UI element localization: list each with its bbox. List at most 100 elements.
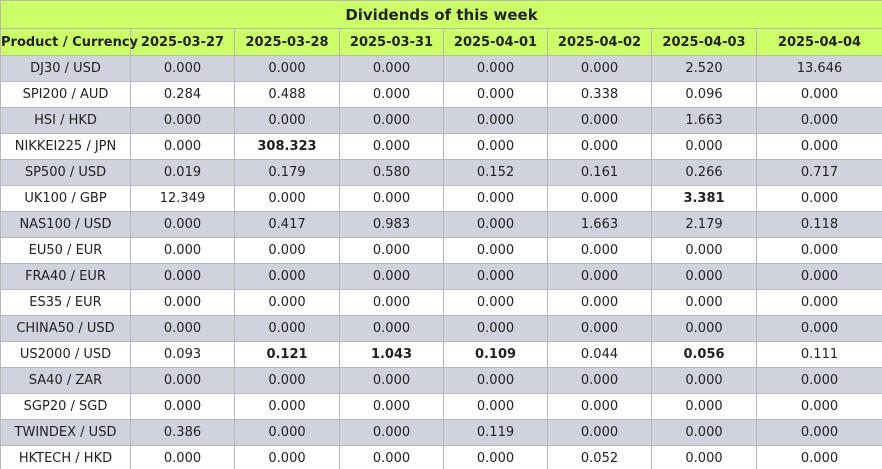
dividend-value-cell: 0.161: [547, 159, 652, 186]
column-header-date: 2025-04-03: [651, 28, 757, 56]
dividend-value-cell: 0.000: [234, 107, 340, 134]
table-body: DJ30 / USD 0.000 0.000 0.000 0.000 0.000 2.520…: [0, 55, 882, 469]
table-row: SA40 / ZAR 0.000 0.000 0.000 0.000 0.000 0.000…: [0, 367, 882, 394]
product-cell: SA40 / ZAR: [0, 367, 131, 394]
dividend-value-cell: 0.000: [130, 393, 235, 420]
dividend-value-cell: 0.000: [234, 185, 340, 212]
dividend-value-cell: 0.000: [547, 315, 652, 342]
dividend-value-cell: 0.000: [756, 367, 882, 394]
dividend-value-cell: 0.121: [234, 341, 340, 368]
dividend-value-cell: 0.000: [130, 133, 235, 160]
product-cell: HSI / HKD: [0, 107, 131, 134]
column-header-date: 2025-04-04: [756, 28, 882, 56]
dividend-value-cell: 0.056: [651, 341, 757, 368]
dividend-value-cell: 0.000: [130, 107, 235, 134]
dividend-value-cell: 0.000: [547, 237, 652, 264]
product-cell: SP500 / USD: [0, 159, 131, 186]
dividend-value-cell: 0.717: [756, 159, 882, 186]
dividend-value-cell: 0.019: [130, 159, 235, 186]
dividend-value-cell: 0.000: [756, 289, 882, 316]
product-cell: ES35 / EUR: [0, 289, 131, 316]
dividend-value-cell: 0.000: [443, 185, 548, 212]
dividend-value-cell: 0.000: [756, 237, 882, 264]
dividend-value-cell: 0.000: [547, 133, 652, 160]
dividend-value-cell: 0.119: [443, 419, 548, 446]
dividend-value-cell: 0.000: [756, 133, 882, 160]
dividend-value-cell: 0.000: [651, 289, 757, 316]
dividend-value-cell: 0.118: [756, 211, 882, 238]
product-cell: UK100 / GBP: [0, 185, 131, 212]
dividend-value-cell: 0.000: [234, 315, 340, 342]
dividend-value-cell: 0.000: [756, 81, 882, 108]
dividend-value-cell: 0.000: [443, 237, 548, 264]
dividend-value-cell: 0.000: [651, 393, 757, 420]
dividend-value-cell: 0.000: [130, 445, 235, 469]
dividend-value-cell: 0.000: [651, 263, 757, 290]
column-header-date: 2025-03-31: [339, 28, 444, 56]
dividend-value-cell: 0.000: [130, 263, 235, 290]
dividend-value-cell: 0.000: [651, 419, 757, 446]
dividend-value-cell: 0.000: [339, 237, 444, 264]
column-header-date: 2025-03-28: [234, 28, 340, 56]
dividend-value-cell: 0.000: [756, 419, 882, 446]
dividend-value-cell: 0.000: [443, 55, 548, 82]
dividend-value-cell: 0.000: [547, 55, 652, 82]
table-row: SPI200 / AUD 0.284 0.488 0.000 0.000 0.338 0.0…: [0, 81, 882, 108]
dividend-value-cell: 1.663: [547, 211, 652, 238]
dividend-value-cell: 0.338: [547, 81, 652, 108]
dividend-value-cell: 0.580: [339, 159, 444, 186]
dividend-value-cell: 0.111: [756, 341, 882, 368]
dividend-value-cell: 0.983: [339, 211, 444, 238]
table-row: US2000 / USD 0.093 0.121 1.043 0.109 0.044 0.0…: [0, 341, 882, 368]
product-cell: FRA40 / EUR: [0, 263, 131, 290]
dividend-value-cell: 0.000: [547, 107, 652, 134]
dividend-value-cell: 0.052: [547, 445, 652, 469]
dividend-value-cell: 0.000: [443, 289, 548, 316]
dividend-value-cell: 1.043: [339, 341, 444, 368]
dividend-value-cell: 0.000: [339, 445, 444, 469]
dividend-value-cell: 0.093: [130, 341, 235, 368]
dividend-value-cell: 13.646: [756, 55, 882, 82]
product-cell: HKTECH / HKD: [0, 445, 131, 469]
dividend-value-cell: 0.179: [234, 159, 340, 186]
dividend-value-cell: 0.044: [547, 341, 652, 368]
dividend-value-cell: 0.000: [547, 419, 652, 446]
dividend-value-cell: 0.000: [234, 393, 340, 420]
product-cell: NAS100 / USD: [0, 211, 131, 238]
product-cell: US2000 / USD: [0, 341, 131, 368]
dividend-value-cell: 0.000: [234, 237, 340, 264]
dividend-value-cell: 308.323: [234, 133, 340, 160]
dividend-value-cell: 0.000: [547, 393, 652, 420]
product-cell: TWINDEX / USD: [0, 419, 131, 446]
dividend-value-cell: 0.000: [339, 367, 444, 394]
dividend-value-cell: 0.000: [130, 315, 235, 342]
dividend-value-cell: 0.000: [443, 133, 548, 160]
product-cell: NIKKEI225 / JPN: [0, 133, 131, 160]
dividend-value-cell: 0.000: [443, 263, 548, 290]
dividend-value-cell: 2.179: [651, 211, 757, 238]
dividend-value-cell: 0.152: [443, 159, 548, 186]
dividend-value-cell: 0.000: [756, 445, 882, 469]
dividend-value-cell: 0.000: [547, 367, 652, 394]
column-header-date: 2025-04-02: [547, 28, 652, 56]
dividend-value-cell: 0.000: [130, 211, 235, 238]
dividend-value-cell: 0.266: [651, 159, 757, 186]
dividend-value-cell: 0.000: [547, 263, 652, 290]
dividend-value-cell: 0.000: [651, 237, 757, 264]
product-cell: DJ30 / USD: [0, 55, 131, 82]
column-header-date: 2025-03-27: [130, 28, 235, 56]
dividend-value-cell: 0.000: [443, 393, 548, 420]
dividend-value-cell: 0.000: [756, 315, 882, 342]
table-title-row: Dividends of this week: [0, 0, 882, 29]
dividend-value-cell: 0.284: [130, 81, 235, 108]
table-row: SGP20 / SGD 0.000 0.000 0.000 0.000 0.000 0.00…: [0, 393, 882, 420]
dividend-value-cell: 0.488: [234, 81, 340, 108]
table-row: DJ30 / USD 0.000 0.000 0.000 0.000 0.000 2.520…: [0, 55, 882, 82]
dividend-value-cell: 0.000: [651, 445, 757, 469]
product-cell: SGP20 / SGD: [0, 393, 131, 420]
dividend-value-cell: 0.000: [651, 133, 757, 160]
dividend-value-cell: 0.417: [234, 211, 340, 238]
dividend-value-cell: 0.000: [339, 263, 444, 290]
dividend-value-cell: 0.000: [234, 55, 340, 82]
